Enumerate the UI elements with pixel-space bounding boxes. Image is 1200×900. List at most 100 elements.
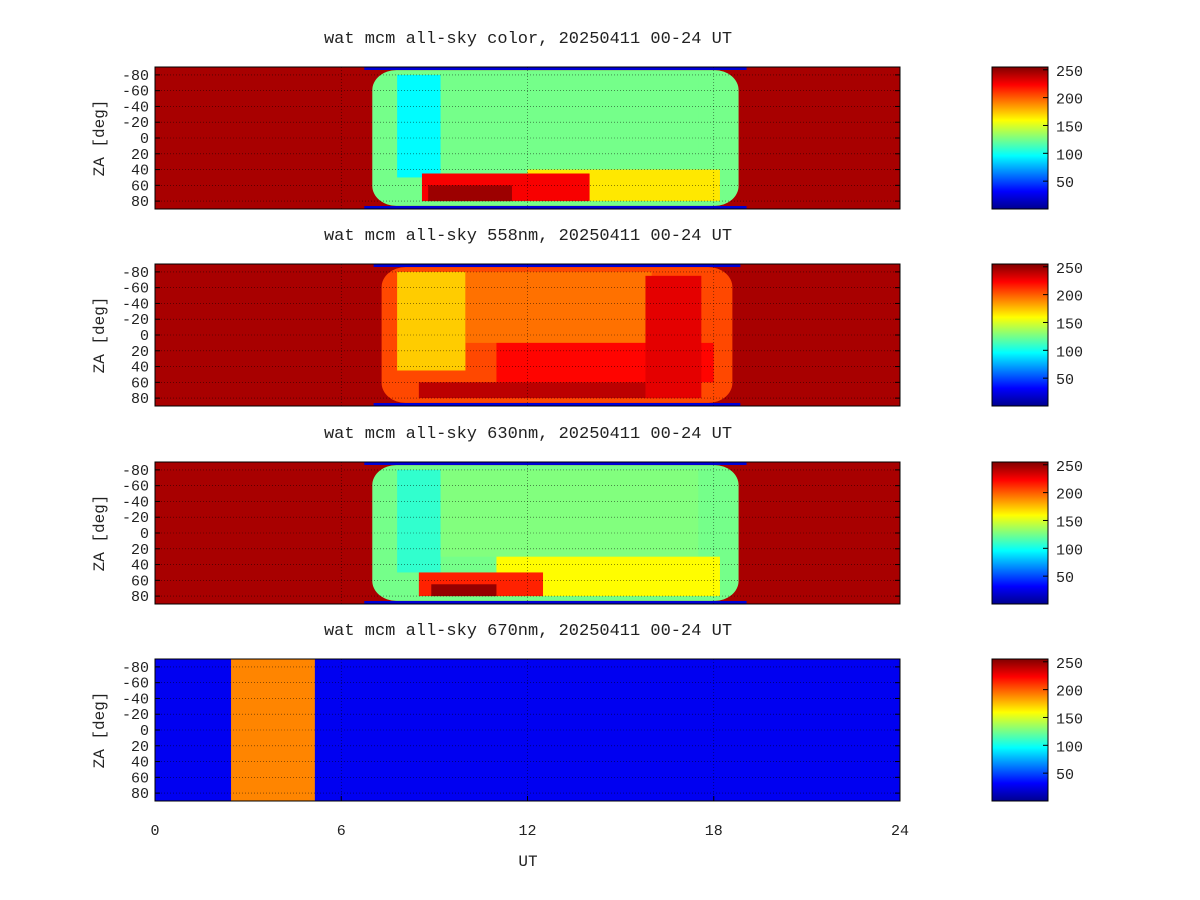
y-tick-label: 20 — [131, 739, 149, 756]
heatmap-region — [428, 185, 512, 202]
colorbar-tick-label: 200 — [1056, 487, 1083, 504]
colorbar-tick-label: 100 — [1056, 739, 1083, 756]
y-tick-label: 80 — [131, 589, 149, 606]
heatmap-edge-band — [364, 462, 747, 465]
colorbar-tick-label: 150 — [1056, 119, 1083, 136]
panel-2-colorbar — [991, 263, 1049, 407]
heatmap-region — [465, 271, 652, 343]
heatmap-region — [418, 382, 699, 399]
y-tick-label: 20 — [131, 542, 149, 559]
colorbar-tick-label: 250 — [1056, 261, 1083, 278]
colorbar-tick-label: 50 — [1056, 175, 1074, 192]
y-tick-label: 60 — [131, 375, 149, 392]
y-tick-label: -40 — [122, 99, 149, 116]
panel-1-ylabel: ZA [deg] — [91, 100, 109, 177]
heatmap-region — [440, 469, 699, 557]
y-tick-label: 80 — [131, 786, 149, 803]
panel-4-grid — [155, 659, 900, 801]
y-tick-label: 80 — [131, 194, 149, 211]
y-tick-label: -60 — [122, 479, 149, 496]
panel-2: wat mcm all-sky 558nm, 20250411 00-24 UT… — [91, 227, 1083, 408]
x-axis-label: UT — [518, 853, 537, 871]
panel-4-colorbar — [991, 658, 1049, 802]
colorbar-tick-label: 150 — [1056, 711, 1083, 728]
y-tick-label: -80 — [122, 265, 149, 282]
y-tick-label: 40 — [131, 163, 149, 180]
colorbar-tick-label: 150 — [1056, 316, 1083, 333]
x-tick-label: 24 — [891, 823, 909, 840]
y-tick-label: 40 — [131, 360, 149, 377]
x-tick-label: 6 — [337, 823, 346, 840]
x-tick-label: 0 — [150, 823, 159, 840]
panel-3-colorbar — [991, 461, 1049, 605]
panel-3-grid — [155, 462, 900, 604]
y-tick-label: 20 — [131, 147, 149, 164]
y-tick-label: -60 — [122, 676, 149, 693]
x-tick-label: 18 — [705, 823, 723, 840]
panel-4-colorbar-ticks: 250 200 150 100 50 — [1043, 656, 1083, 784]
y-tick-label: -80 — [122, 68, 149, 85]
colorbar-tick-label: 50 — [1056, 372, 1074, 389]
y-tick-label: -40 — [122, 296, 149, 313]
heatmap-edge-band — [364, 67, 747, 70]
panel-2-ylabel: ZA [deg] — [91, 297, 109, 374]
heatmap-edge-band — [373, 403, 741, 406]
heatmap-edge-band — [373, 264, 741, 267]
colorbar-tick-label: 100 — [1056, 147, 1083, 164]
panel-4-title: wat mcm all-sky 670nm, 20250411 00-24 UT — [324, 622, 732, 641]
panel-1-colorbar-ticks: 250 200 150 100 50 — [1043, 64, 1083, 192]
y-tick-label: 0 — [140, 526, 149, 543]
panel-2-title: wat mcm all-sky 558nm, 20250411 00-24 UT — [324, 227, 732, 246]
heatmap-region — [397, 469, 441, 573]
y-tick-label: 60 — [131, 770, 149, 787]
heatmap-edge-band — [364, 206, 747, 209]
colorbar-tick-label: 150 — [1056, 514, 1083, 531]
heatmap-region — [645, 275, 702, 399]
colorbar-tick-label: 50 — [1056, 767, 1074, 784]
panel-3-ylabel: ZA [deg] — [91, 495, 109, 572]
y-tick-label: 40 — [131, 558, 149, 575]
y-tick-label: 40 — [131, 755, 149, 772]
panel-4-ylabel: ZA [deg] — [91, 692, 109, 769]
y-tick-label: -20 — [122, 707, 149, 724]
panel-1-title: wat mcm all-sky color, 20250411 00-24 UT — [324, 30, 732, 49]
y-tick-label: 80 — [131, 391, 149, 408]
y-tick-label: 60 — [131, 573, 149, 590]
y-tick-label: -20 — [122, 510, 149, 527]
y-tick-label: -40 — [122, 691, 149, 708]
colorbar-tick-label: 250 — [1056, 656, 1083, 673]
panel-1: wat mcm all-sky color, 20250411 00-24 UT… — [91, 30, 1083, 211]
y-tick-label: -60 — [122, 84, 149, 101]
panel-4: wat mcm all-sky 670nm, 20250411 00-24 UT… — [91, 622, 1083, 871]
y-tick-label: -20 — [122, 312, 149, 329]
colorbar-tick-label: 50 — [1056, 570, 1074, 587]
y-tick-label: 60 — [131, 178, 149, 195]
x-tick-label: 12 — [518, 823, 536, 840]
heatmap-region — [397, 74, 441, 178]
colorbar-tick-label: 200 — [1056, 289, 1083, 306]
panel-3-title: wat mcm all-sky 630nm, 20250411 00-24 UT — [324, 425, 732, 444]
heatmap-edge-band — [364, 601, 747, 604]
panel-3-colorbar-ticks: 250 200 150 100 50 — [1043, 459, 1083, 587]
panel-1-colorbar — [991, 66, 1049, 210]
y-tick-label: 0 — [140, 723, 149, 740]
colorbar-tick-label: 200 — [1056, 684, 1083, 701]
y-tick-label: -40 — [122, 494, 149, 511]
colorbar-tick-label: 200 — [1056, 92, 1083, 109]
y-tick-label: 0 — [140, 131, 149, 148]
heatmap-region — [431, 584, 497, 597]
panel-4-xticks: 0 6 12 18 24 — [150, 796, 909, 840]
panel-2-colorbar-ticks: 250 200 150 100 50 — [1043, 261, 1083, 389]
y-tick-label: 0 — [140, 328, 149, 345]
y-tick-label: -60 — [122, 281, 149, 298]
y-tick-label: 20 — [131, 344, 149, 361]
colorbar-tick-label: 100 — [1056, 542, 1083, 559]
panel-1-grid — [155, 67, 900, 209]
colorbar-tick-label: 100 — [1056, 344, 1083, 361]
y-tick-label: -80 — [122, 660, 149, 677]
heatmap-region — [397, 271, 466, 371]
